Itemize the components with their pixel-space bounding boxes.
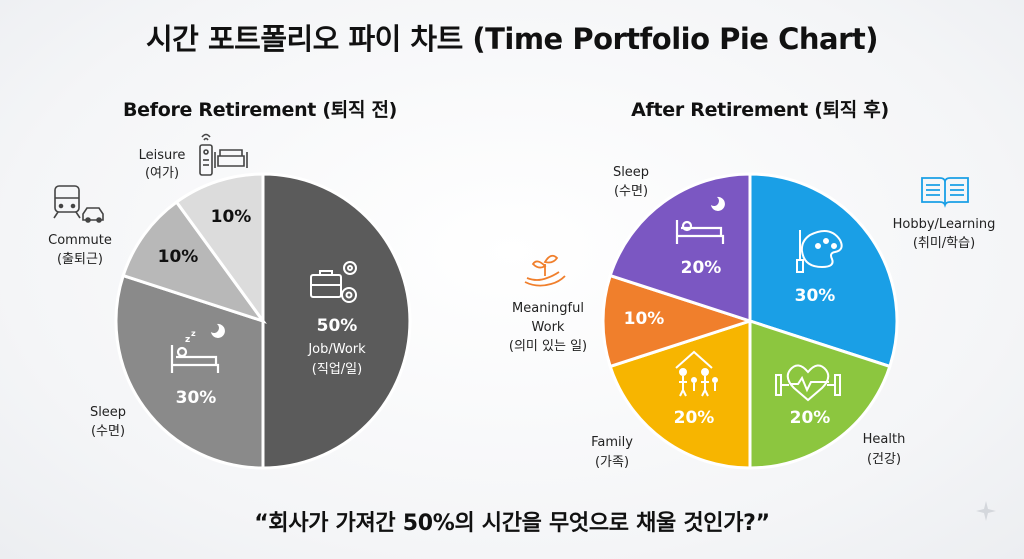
job-label: Job/Work (307, 342, 366, 357)
meaningful-pct: 10% (624, 309, 665, 329)
svg-text:z: z (191, 329, 196, 338)
bed-icon: z z (170, 323, 225, 373)
sprout-hand-icon (524, 254, 566, 287)
commute-label-ko: (출퇴근) (57, 252, 103, 267)
hobby-label: Hobby/Learning (893, 217, 996, 232)
before-slice-leisure (174, 172, 265, 326)
open-book-icon (921, 177, 969, 208)
job-pct: 50% (317, 316, 358, 336)
heartbeat-dumbbell-icon (775, 364, 841, 402)
closing-question: “회사가 가져간 50%의 시간을 무엇으로 채울 것인가?” (254, 511, 770, 536)
briefcase-gear-icon (310, 261, 357, 303)
health-pct: 20% (790, 408, 831, 428)
svg-text:z: z (185, 335, 190, 345)
leisure-pct: 10% (211, 207, 252, 227)
sleep-after-pct: 20% (681, 258, 722, 278)
family-house-icon (675, 350, 718, 397)
after-slice-meaningful-work (601, 273, 755, 369)
family-label-ko: (가족) (595, 455, 629, 470)
leisure-label-ko: (여가) (145, 166, 179, 181)
before-chart-title: Before Retirement (퇴직 전) (122, 99, 398, 121)
meaningful-label-ko: (의미 있는 일) (509, 339, 587, 354)
commute-label: Commute (48, 233, 112, 248)
job-label-ko: (직업/일) (312, 362, 362, 377)
after-slice-hobby-learning (748, 172, 899, 369)
family-label: Family (591, 435, 633, 450)
commute-pct: 10% (158, 247, 199, 267)
before-slice-commute (121, 199, 267, 324)
sparkle-icon (976, 501, 996, 521)
sleep-before-pct: 30% (176, 388, 217, 408)
sleep-before-label: Sleep (90, 405, 126, 420)
leisure-label: Leisure (139, 148, 186, 163)
family-pct: 20% (674, 408, 715, 428)
before-slice-sleep (114, 273, 265, 470)
remote-sofa-icon (199, 133, 248, 176)
after-chart-title: After Retirement (퇴직 후) (631, 99, 889, 121)
meaningful-label-2: Work (532, 320, 565, 335)
before-slice-job-work (261, 172, 412, 470)
page-title: 시간 포트폴리오 파이 차트 (Time Portfolio Pie Chart… (146, 22, 878, 56)
sleep-after-label: Sleep (613, 165, 649, 180)
after-slice-sleep (608, 172, 752, 324)
health-label-ko: (건강) (867, 452, 901, 467)
train-car-icon (53, 185, 104, 223)
after-pie (601, 172, 899, 470)
hobby-pct: 30% (795, 286, 836, 306)
palette-brush-icon (796, 230, 843, 273)
meaningful-label-1: Meaningful (512, 301, 584, 316)
sleep-after-label-ko: (수면) (614, 184, 648, 199)
hobby-label-ko: (취미/학습) (913, 236, 975, 251)
bed-moon-icon (675, 196, 725, 244)
health-label: Health (863, 432, 906, 447)
sleep-before-label-ko: (수면) (91, 424, 125, 439)
after-slice-health (748, 318, 892, 470)
before-pie (114, 172, 412, 470)
